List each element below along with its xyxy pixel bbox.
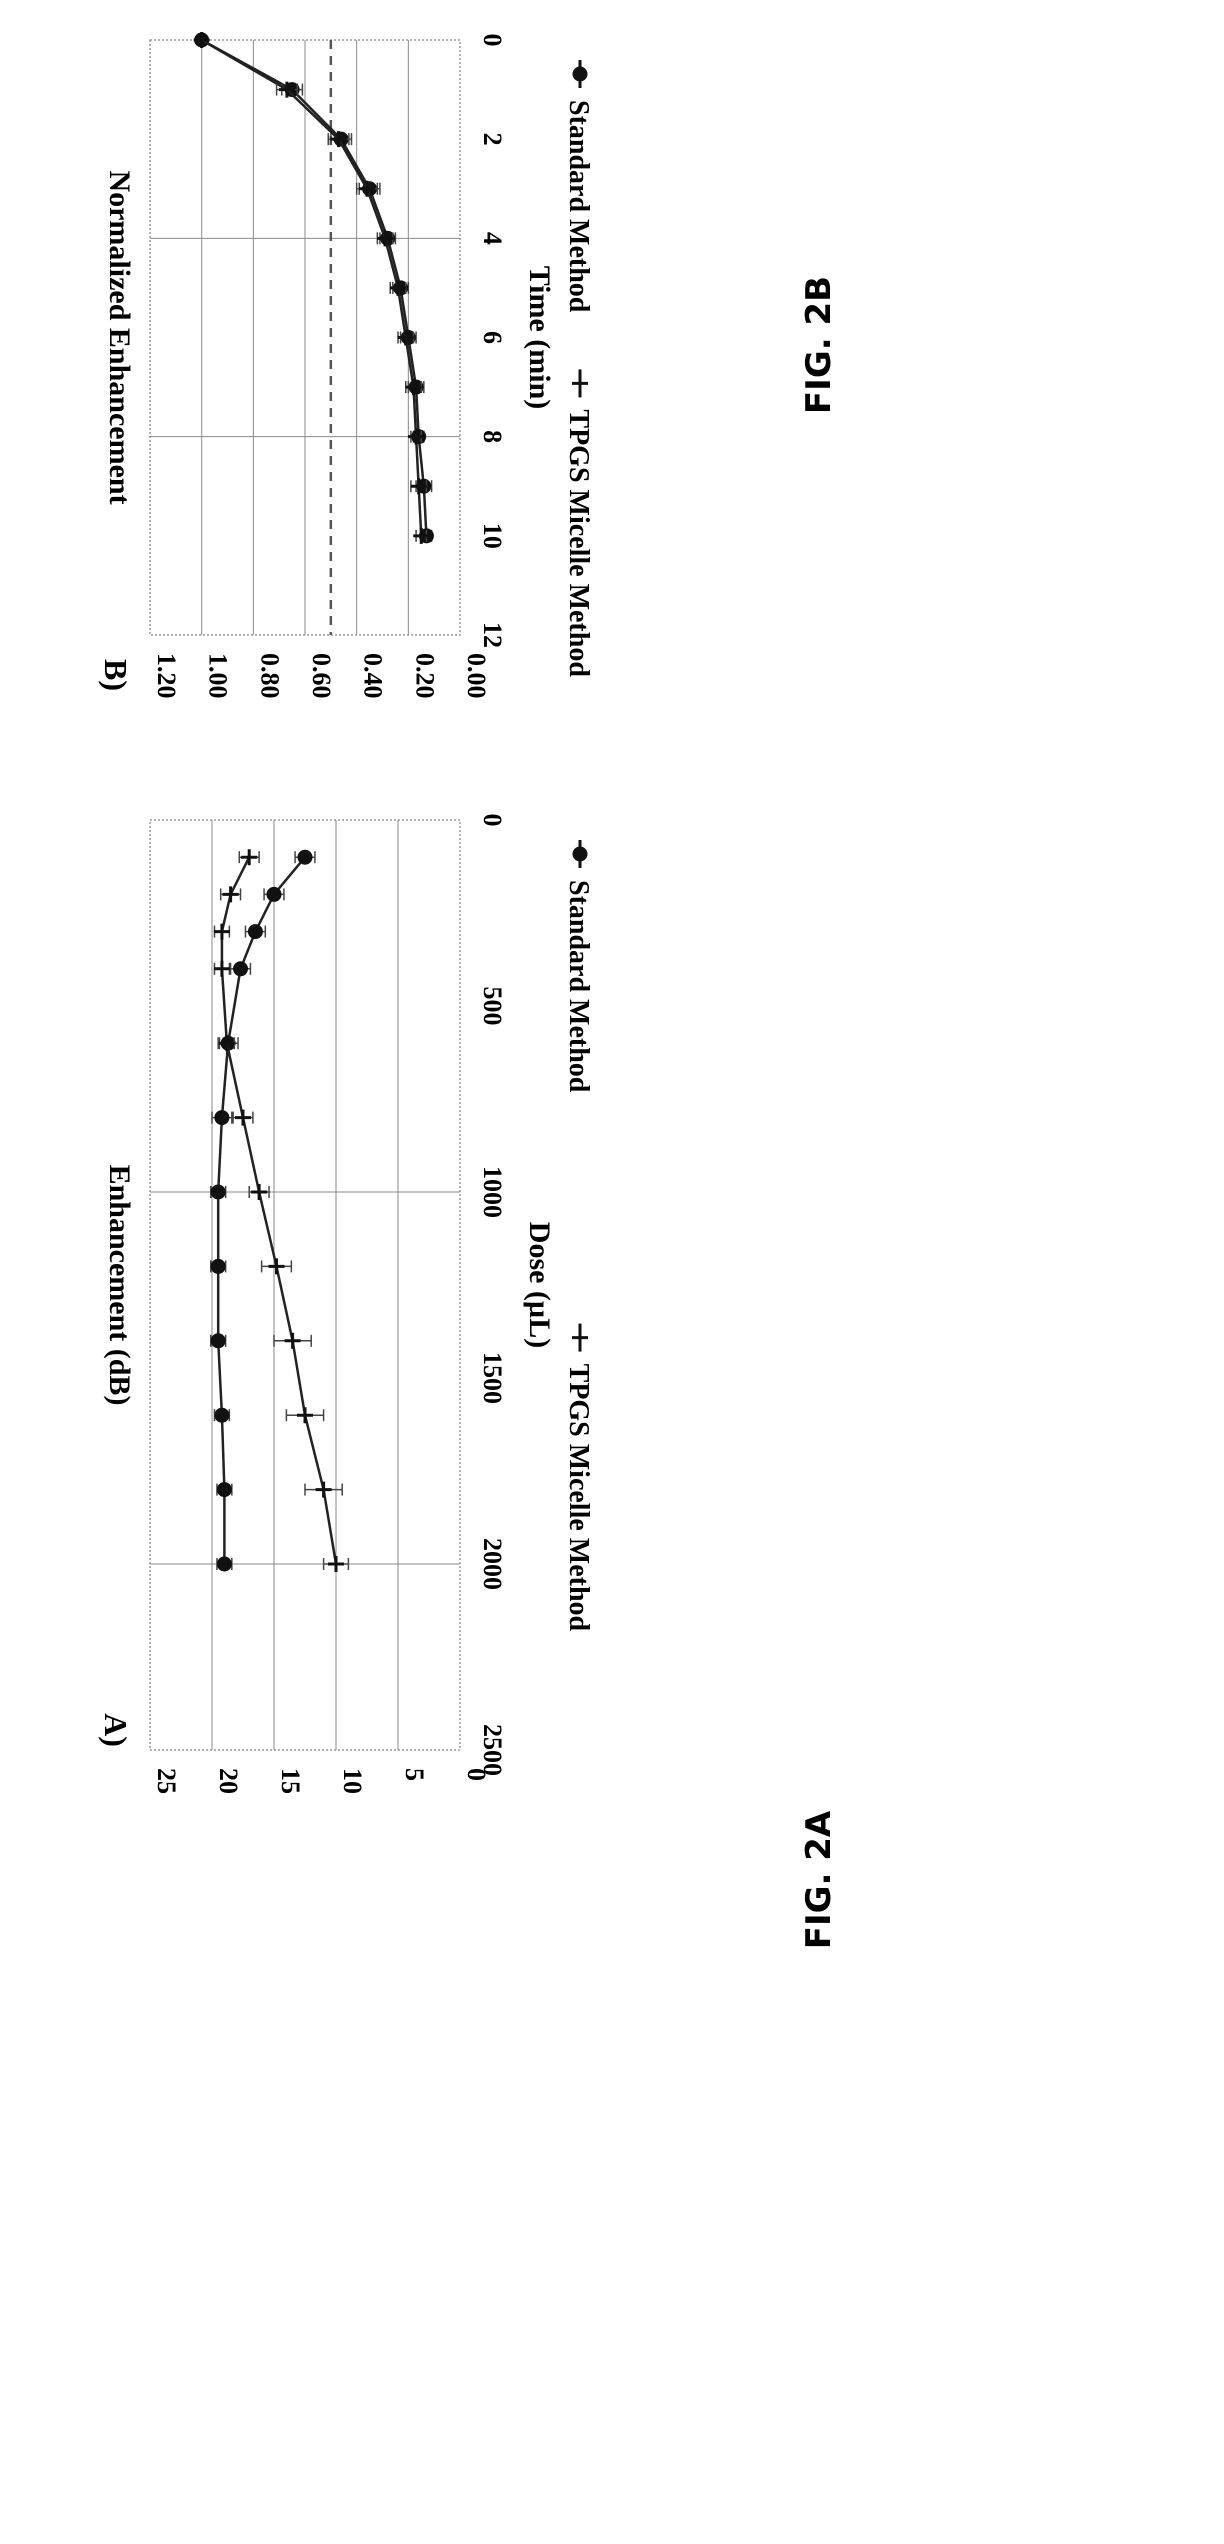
data-point bbox=[297, 849, 313, 865]
data-point bbox=[397, 329, 414, 346]
data-point bbox=[268, 1258, 285, 1275]
x-tick-label: 8 bbox=[478, 430, 507, 443]
x-tick-label: 500 bbox=[478, 987, 507, 1026]
x-tick-label: 10 bbox=[478, 523, 507, 549]
data-point bbox=[210, 1184, 226, 1200]
data-point bbox=[278, 81, 295, 98]
x-tick-label: 0 bbox=[478, 34, 507, 47]
panel-label: B) bbox=[98, 659, 134, 691]
panel-label: A) bbox=[98, 1713, 134, 1747]
data-point bbox=[408, 428, 425, 445]
data-point bbox=[377, 230, 394, 247]
data-point bbox=[266, 886, 282, 902]
legend-label: Standard Method bbox=[563, 880, 594, 1093]
data-point bbox=[390, 279, 406, 296]
x-tick-label: 1500 bbox=[478, 1352, 507, 1404]
y-tick-label: 20 bbox=[214, 1768, 243, 1794]
data-point bbox=[222, 886, 239, 903]
y-tick-label: 0.00 bbox=[462, 653, 491, 699]
y-tick-label: 15 bbox=[276, 1768, 305, 1794]
data-point bbox=[359, 180, 375, 197]
legend-label: TPGS Micelle Method bbox=[563, 409, 594, 677]
data-point bbox=[218, 1035, 235, 1052]
x-tick-label: 1000 bbox=[478, 1166, 507, 1218]
data-point bbox=[413, 527, 430, 544]
data-point bbox=[251, 1184, 268, 1200]
data-point bbox=[213, 960, 230, 977]
legend-marker bbox=[572, 375, 588, 392]
x-tick-label: 2500 bbox=[478, 1724, 507, 1776]
data-point bbox=[193, 32, 210, 48]
x-tick-label: 6 bbox=[478, 331, 507, 344]
data-point bbox=[410, 478, 427, 495]
legend-marker bbox=[572, 66, 588, 82]
y-tick-label: 10 bbox=[338, 1768, 367, 1794]
data-point bbox=[405, 379, 422, 396]
legend-marker bbox=[572, 846, 588, 862]
x-tick-label: 0 bbox=[478, 814, 507, 827]
x-tick-label: 2000 bbox=[478, 1538, 507, 1590]
data-point bbox=[210, 1258, 226, 1274]
y-tick-label: 0 bbox=[462, 1768, 491, 1781]
figure-caption: FIG. 2A bbox=[799, 1810, 839, 1949]
data-point bbox=[233, 961, 249, 977]
data-point bbox=[213, 923, 230, 940]
y-tick-label: 0.80 bbox=[255, 653, 284, 699]
data-point bbox=[216, 1482, 232, 1498]
y-tick-label: 1.20 bbox=[152, 653, 181, 699]
data-point bbox=[247, 924, 263, 940]
y-tick-label: 1.00 bbox=[204, 653, 233, 699]
data-point bbox=[214, 1110, 230, 1126]
chart-panel-a: 0 5 10 15 20 25 0 500 1000 1500 2000 2500 Enhancemen… bbox=[98, 814, 839, 1950]
y-tick-label: 0.60 bbox=[307, 653, 336, 699]
x-axis-title: Time (min) bbox=[523, 266, 556, 410]
data-point bbox=[284, 1332, 301, 1349]
legend-marker bbox=[572, 1329, 588, 1346]
legend-label: Standard Method bbox=[563, 100, 594, 313]
x-tick-label: 2 bbox=[478, 133, 507, 146]
data-point bbox=[328, 1556, 344, 1572]
data-point bbox=[214, 1407, 230, 1423]
data-point bbox=[315, 1481, 332, 1498]
y-tick-label: 25 bbox=[152, 1768, 181, 1794]
y-axis-title: Normalized Enhancement bbox=[103, 170, 136, 504]
x-axis-title: Dose (µL) bbox=[523, 1222, 556, 1348]
figure-caption: FIG. 2B bbox=[799, 276, 839, 414]
data-point bbox=[210, 1333, 226, 1349]
data-point bbox=[241, 849, 258, 866]
y-tick-label: 5 bbox=[400, 1768, 429, 1781]
x-tick-label: 12 bbox=[478, 622, 507, 648]
y-axis-title: Enhancement (dB) bbox=[103, 1165, 136, 1406]
data-point bbox=[330, 131, 347, 148]
plot-area bbox=[149, 819, 461, 1751]
y-tick-label: 0.40 bbox=[359, 653, 388, 699]
legend-label: TPGS Micelle Method bbox=[563, 1364, 594, 1632]
x-tick-label: 4 bbox=[478, 232, 507, 245]
y-tick-label: 0.20 bbox=[410, 653, 439, 699]
data-point bbox=[216, 1556, 232, 1572]
data-point bbox=[235, 1109, 251, 1126]
data-point bbox=[297, 1407, 313, 1424]
chart-panel-b: 0.00 0.20 0.40 0.60 0.80 1.00 1.20 0 2 4 6 8 10 12 Nor… bbox=[98, 32, 839, 699]
